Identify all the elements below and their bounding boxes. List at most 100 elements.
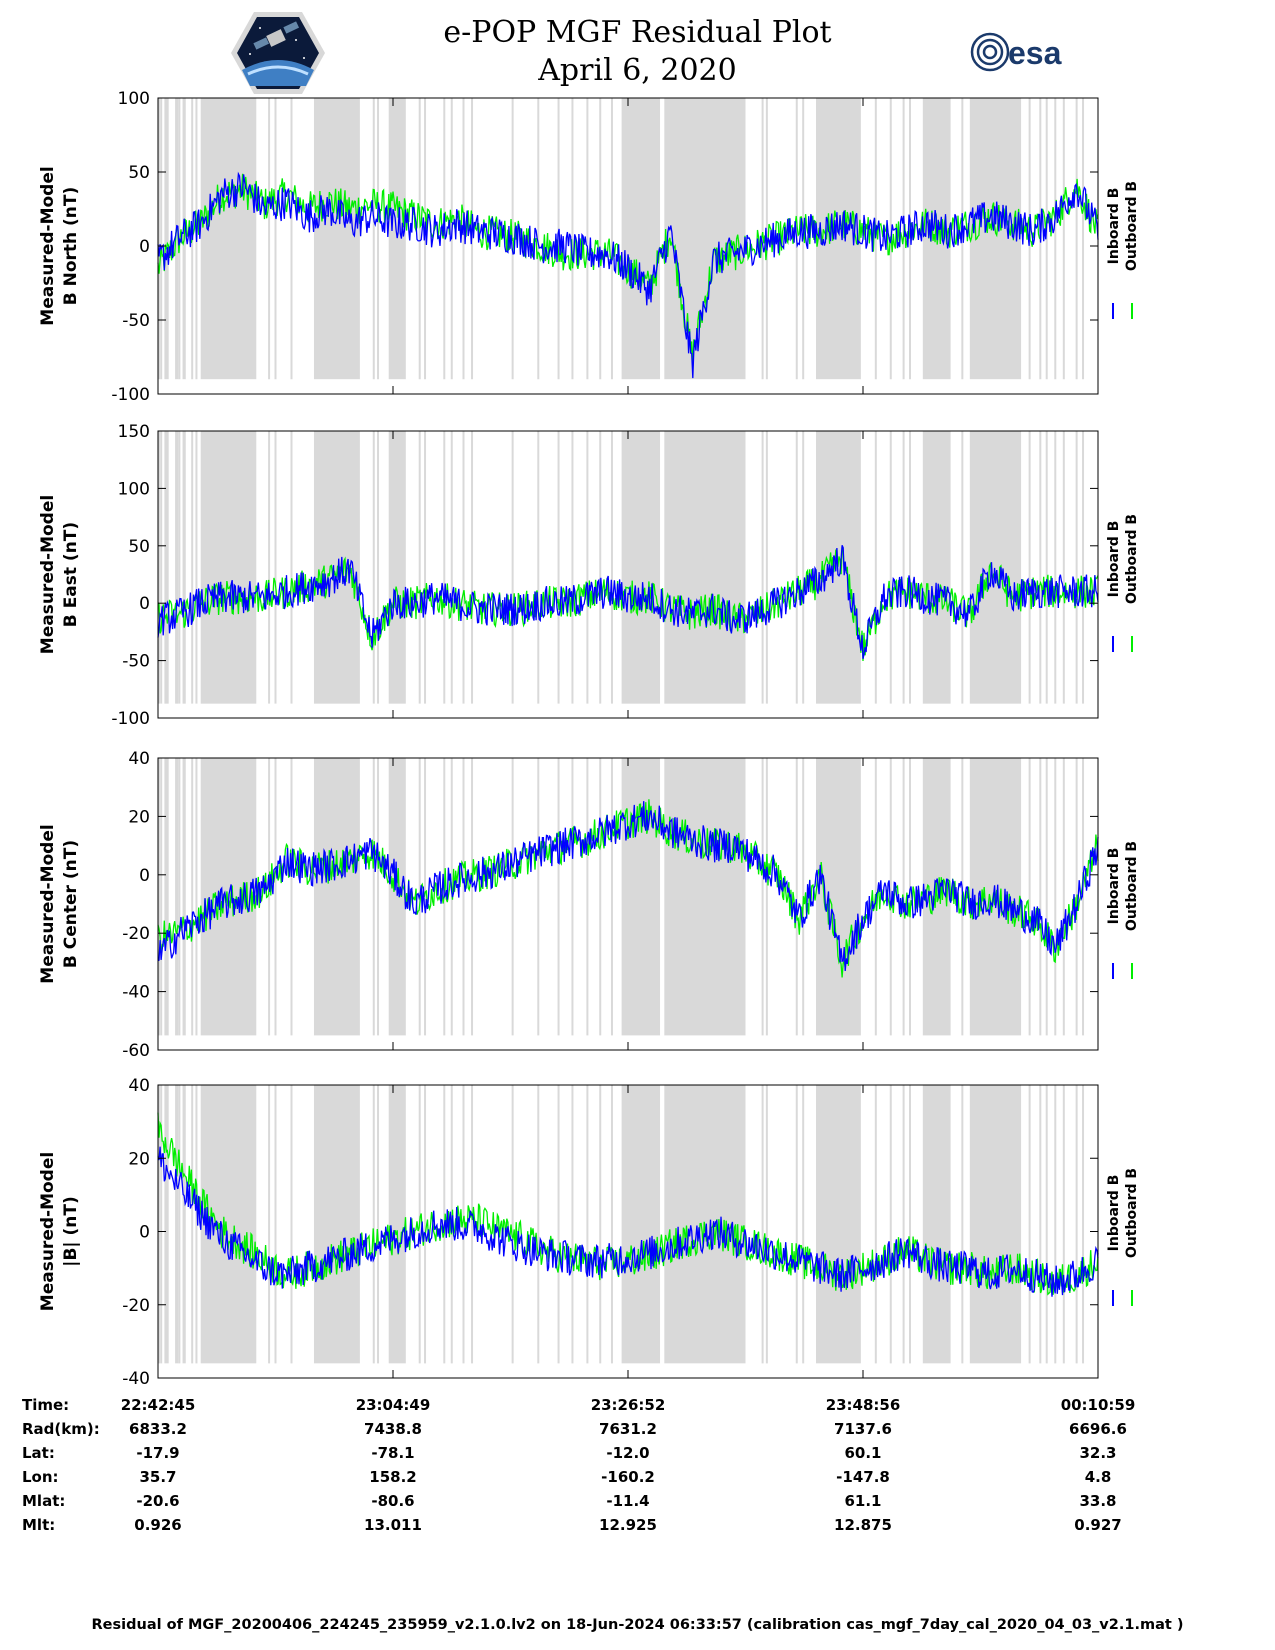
axis-tick-value: 61.1 — [844, 1492, 881, 1510]
axis-tick-value: 23:26:52 — [591, 1396, 666, 1414]
axis-tick-value: 12.925 — [599, 1516, 657, 1534]
axis-tick-value: 60.1 — [844, 1444, 881, 1462]
esa-logo-text: esa — [1008, 35, 1062, 71]
y-tick-label: 0 — [139, 237, 150, 257]
shaded-region — [200, 431, 257, 704]
axis-row-label: Mlt: — [22, 1516, 55, 1534]
cassiope-mission-patch-icon — [231, 12, 325, 94]
legend-label-inboard: Inboard B — [1106, 188, 1122, 265]
y-axis-label: Measured-Model — [38, 824, 58, 983]
title-line: e-POP MGF Residual Plot — [443, 15, 832, 50]
shaded-regions — [158, 1085, 1085, 1364]
series-line-outboard — [157, 546, 1099, 662]
shaded-region — [164, 758, 169, 1036]
legend-label-inboard: Inboard B — [1106, 521, 1122, 598]
shaded-region — [182, 431, 186, 704]
axis-row-label: Mlat: — [22, 1492, 65, 1510]
shaded-regions — [158, 98, 1085, 380]
y-tick-label: 20 — [128, 1149, 150, 1169]
axis-tick-value: 0.926 — [134, 1516, 181, 1534]
axis-tick-value: 23:04:49 — [356, 1396, 431, 1414]
series-line-inboard — [157, 1146, 1099, 1297]
shaded-region — [816, 758, 861, 1036]
panel-2: 150 100 50 0 -50 -100 Measured-Model B East (nT… — [38, 422, 1140, 729]
y-tick-label: -20 — [122, 1296, 150, 1316]
series-line-outboard — [157, 799, 1099, 978]
axis-row-label: Rad(km): — [22, 1420, 100, 1438]
axis-tick-value: -12.0 — [606, 1444, 649, 1462]
axis-tick-value: -147.8 — [836, 1468, 890, 1486]
shaded-region — [313, 98, 360, 380]
axis-tick-value: 0.927 — [1074, 1516, 1121, 1534]
axis-tick-value: 7137.6 — [834, 1420, 892, 1438]
axis-tick-value: -11.4 — [606, 1492, 649, 1510]
y-tick-label: -100 — [111, 709, 150, 729]
panel-3: 40 20 0 -20 -40 -60 Measured-Model B Center (nT… — [38, 749, 1140, 1061]
panel-1: 100 50 0 -50 -100 Measured-Model B North (nT) I… — [38, 89, 1140, 405]
axis-row-label: Lat: — [22, 1444, 55, 1462]
y-tick-label: 20 — [128, 807, 150, 827]
y-tick-label: 50 — [128, 537, 150, 557]
legend-label-outboard: Outboard B — [1124, 841, 1140, 931]
y-tick-label: 0 — [139, 866, 150, 886]
axis-tick-value: -80.6 — [371, 1492, 414, 1510]
y-axis-label-units: B North (nT) — [61, 187, 81, 306]
chart-title: e-POP MGF Residual Plot April 6, 2020 — [0, 14, 1275, 90]
y-tick-label: 100 — [118, 89, 150, 109]
axis-tick-value: 7438.8 — [364, 1420, 422, 1438]
shaded-region — [388, 758, 406, 1036]
axis-tick-value: 23:48:56 — [826, 1396, 901, 1414]
shaded-region — [175, 431, 179, 704]
series-line-inboard — [157, 171, 1099, 379]
y-tick-label: 40 — [128, 1076, 150, 1096]
y-tick-label: 150 — [118, 422, 150, 442]
shaded-region — [200, 98, 257, 380]
legend: Inboard B Outboard B — [1106, 1168, 1140, 1306]
shaded-region — [621, 758, 661, 1036]
axis-tick-value: 6696.6 — [1069, 1420, 1127, 1438]
legend-label-outboard: Outboard B — [1124, 1168, 1140, 1258]
y-tick-label: 100 — [118, 479, 150, 499]
series-line-inboard — [157, 545, 1099, 660]
shaded-region — [969, 98, 1022, 380]
y-tick-label: -40 — [122, 1369, 150, 1389]
y-tick-label: -40 — [122, 983, 150, 1003]
bottom-axis-table: Time: Rad(km): Lat: Lon: Mlat: Mlt: 22:42:45 68… — [22, 1396, 1135, 1534]
shaded-region — [175, 98, 179, 380]
axis-tick-value: 32.3 — [1079, 1444, 1116, 1462]
y-tick-label: -20 — [122, 924, 150, 944]
axis-row-label: Lon: — [22, 1468, 59, 1486]
axis-row-label: Time: — [22, 1396, 69, 1414]
axis-tick-value: 4.8 — [1085, 1468, 1112, 1486]
legend: Inboard B Outboard B — [1106, 841, 1140, 979]
axis-tick-value: -17.9 — [136, 1444, 179, 1462]
axis-tick-value: -160.2 — [601, 1468, 655, 1486]
axis-tick-value: 7631.2 — [599, 1420, 657, 1438]
axis-tick-value: 22:42:45 — [121, 1396, 196, 1414]
shaded-region — [621, 98, 661, 380]
shaded-region — [164, 98, 169, 380]
y-tick-label: -100 — [111, 385, 150, 405]
shaded-region — [664, 758, 746, 1036]
y-axis-label: Measured-Model — [38, 166, 58, 325]
shaded-region — [388, 98, 406, 380]
shaded-region — [175, 1085, 179, 1364]
footer-caption: Residual of MGF_20200406_224245_235959_v… — [91, 1617, 1184, 1633]
shaded-region — [182, 1085, 186, 1364]
legend-label-inboard: Inboard B — [1106, 848, 1122, 925]
y-tick-label: -60 — [122, 1041, 150, 1061]
axis-tick-value: 33.8 — [1079, 1492, 1116, 1510]
shaded-region — [816, 431, 861, 704]
shaded-region — [621, 1085, 661, 1364]
shaded-region — [182, 758, 186, 1036]
y-tick-label: 50 — [128, 163, 150, 183]
y-axis-label: Measured-Model — [38, 1152, 58, 1311]
shaded-region — [922, 1085, 951, 1364]
y-axis-label-units: |B| (nT) — [61, 1196, 81, 1267]
axis-tick-value: -20.6 — [136, 1492, 179, 1510]
shaded-region — [621, 431, 661, 704]
shaded-region — [816, 1085, 861, 1364]
axis-tick-value: 00:10:59 — [1061, 1396, 1136, 1414]
axis-tick-value: 158.2 — [369, 1468, 416, 1486]
y-axis-label-units: B Center (nT) — [61, 840, 81, 968]
